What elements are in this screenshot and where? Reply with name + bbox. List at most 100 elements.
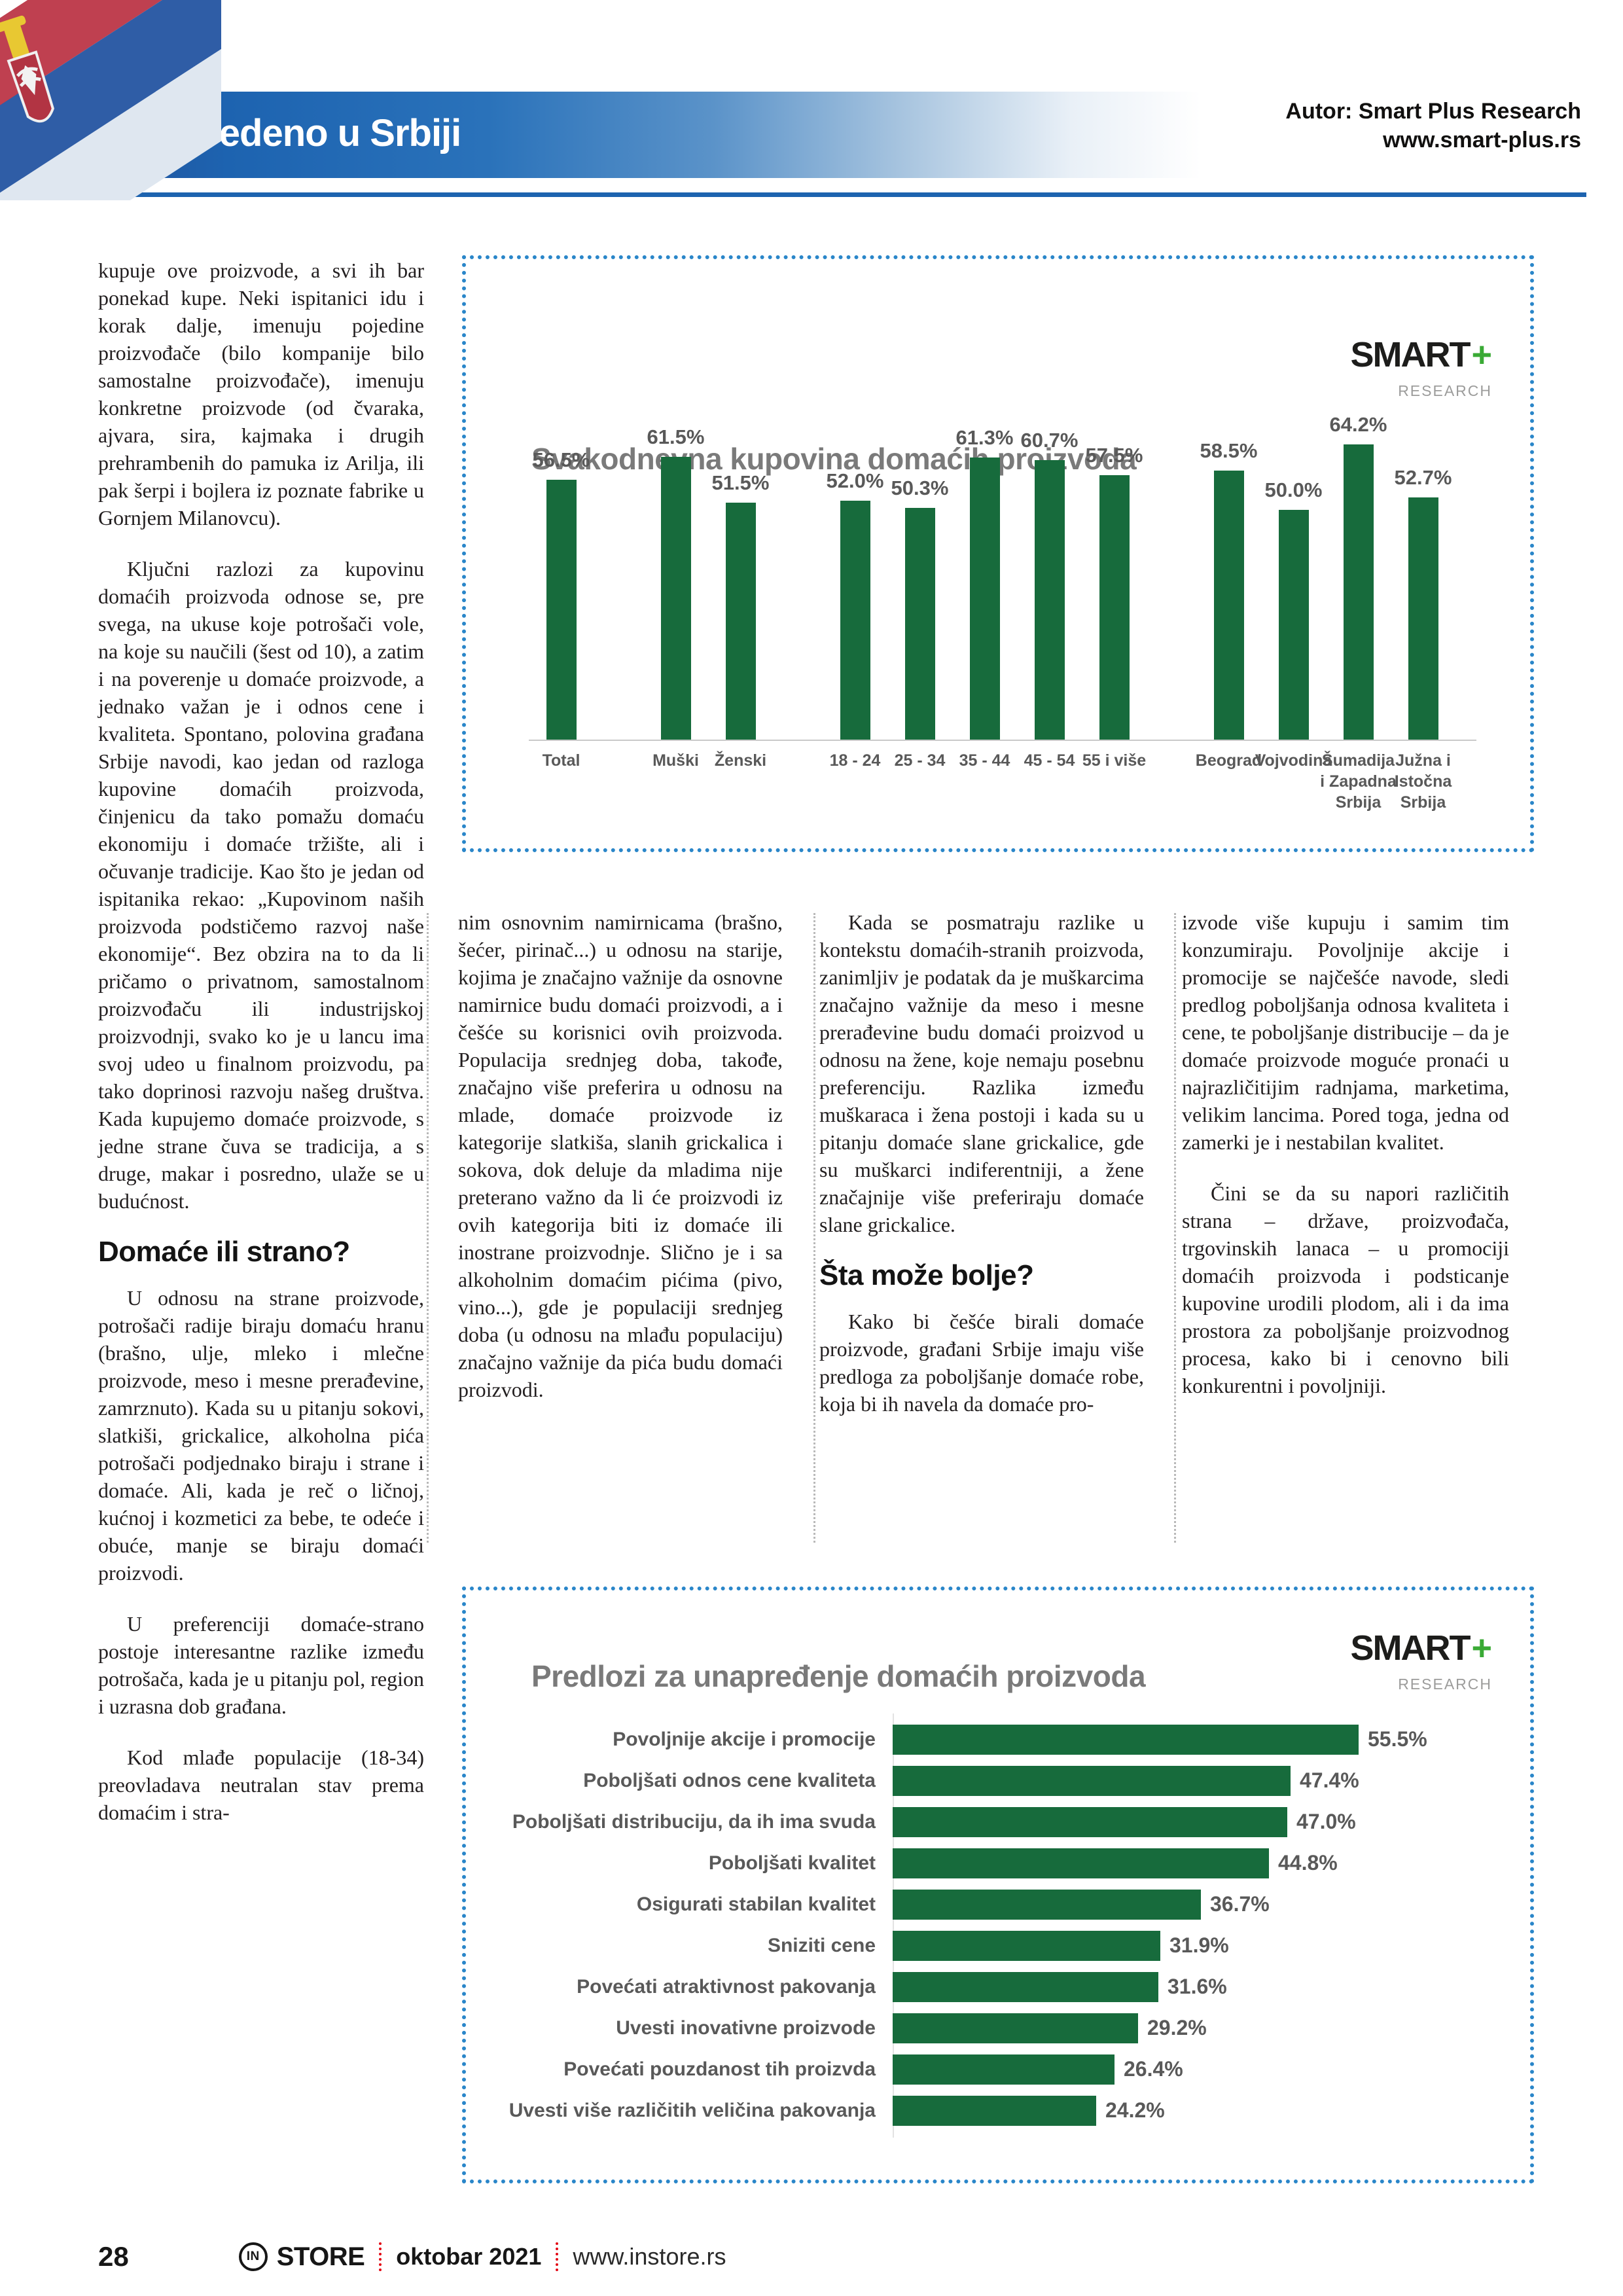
section-heading: Domaće ili strano? bbox=[98, 1236, 350, 1268]
logo-text-smart: SMART bbox=[1350, 1628, 1471, 1668]
article-column-4: izvode više kupuju i samim tim konzumira… bbox=[1182, 908, 1509, 1423]
bar-category-label: 35 - 44 bbox=[959, 751, 1010, 770]
paragraph: nim osnovnim namirnicama (brašno, šećer,… bbox=[458, 910, 783, 1401]
chart2-bar bbox=[893, 1724, 1359, 1755]
chart2-bar-row: Poboljšati odnos cene kvaliteta 47.4% bbox=[500, 1760, 1501, 1801]
header-banner: proizvedeno u Srbiji bbox=[0, 92, 1623, 178]
bar-category-label: 25 - 34 bbox=[894, 751, 946, 770]
bar-category-label: Ženski bbox=[714, 751, 767, 770]
serbia-flag-image bbox=[0, 0, 296, 278]
smart-plus-research-logo: SMART+ RESEARCH bbox=[1350, 337, 1492, 400]
bar-value-label: 44.8% bbox=[1278, 1851, 1338, 1874]
chart1-bar bbox=[546, 480, 577, 740]
chart2-bar bbox=[893, 2013, 1138, 2043]
bar-value-label: 24.2% bbox=[1105, 2098, 1165, 2122]
bar-value-label: 50.3% bbox=[891, 476, 949, 499]
bar-category-label: Poboljšati odnos cene kvaliteta bbox=[583, 1769, 876, 1791]
chart2-bar bbox=[893, 1971, 1158, 2002]
chart1-bar-slot: 61.3% 35 - 44 bbox=[952, 419, 1017, 770]
chart1-bar bbox=[1408, 497, 1438, 740]
logo-text-research: RESEARCH bbox=[1398, 1676, 1492, 1693]
bar-category-label: Uvesti inovativne proizvode bbox=[616, 2017, 876, 2039]
magazine-website: www.instore.rs bbox=[573, 2243, 726, 2270]
chart2-bar bbox=[893, 1806, 1287, 1837]
column-separator bbox=[427, 913, 429, 1543]
chart1-bar-slot: 50.0% Vojvodina bbox=[1255, 419, 1332, 770]
bar-category-label: Povoljnije akcije i promocije bbox=[613, 1728, 876, 1750]
chart1-bar bbox=[1343, 444, 1374, 740]
chart2-bar bbox=[893, 2054, 1115, 2085]
chart1-plot-area: 56.5% Total 61.5% Muški 51.5% Ženski 52.0% 18 -… bbox=[529, 413, 1476, 812]
chart2-bar-row: Poboljšati kvalitet 44.8% bbox=[500, 1842, 1501, 1884]
chart1-bar bbox=[1278, 510, 1309, 740]
logo-plus-icon: + bbox=[1471, 1628, 1492, 1668]
author-block: Autor: Smart Plus Research www.smart-plu… bbox=[1285, 97, 1581, 154]
column-separator bbox=[813, 913, 815, 1543]
bar-value-label: 47.0% bbox=[1296, 1810, 1356, 1833]
chart1-bar bbox=[660, 457, 691, 740]
chart-panel-daily-purchase: SMART+ RESEARCH Svakodnevna kupovina dom… bbox=[462, 255, 1534, 852]
bar-category-label: 18 - 24 bbox=[829, 751, 881, 770]
bar-category-label: Total bbox=[542, 751, 580, 770]
bar-value-label: 56.5% bbox=[532, 448, 590, 471]
bar-value-label: 60.7% bbox=[1020, 429, 1079, 452]
smart-plus-research-logo: SMART+ RESEARCH bbox=[1350, 1628, 1492, 1693]
chart2-bar-row: Povećati atraktivnost pakovanja 31.6% bbox=[500, 1966, 1501, 2007]
bar-category-label: 45 - 54 bbox=[1024, 751, 1075, 770]
bar-value-label: 52.0% bbox=[826, 469, 884, 492]
bar-category-label: Sniziti cene bbox=[767, 1934, 876, 1956]
bar-category-label: Vojvodina bbox=[1255, 751, 1332, 770]
chart2-title: Predlozi za unapređenje domaćih proizvod… bbox=[531, 1659, 1146, 1693]
chart1-bar-slot: 58.5% Beograd bbox=[1196, 419, 1262, 770]
bar-category-label: Poboljšati distribuciju, da ih ima svuda bbox=[512, 1810, 876, 1833]
page-number: 28 bbox=[98, 2241, 129, 2272]
chart2-plot-area: Povoljnije akcije i promocije 55.5% Pobolj… bbox=[500, 1719, 1501, 2131]
article-column-1: kupuje ove proizvode, a svi ih bar ponek… bbox=[98, 257, 424, 1850]
paragraph: kupuje ove proizvode, a svi ih bar ponek… bbox=[98, 259, 424, 529]
chart2-bar bbox=[893, 2095, 1096, 2126]
bar-value-label: 47.4% bbox=[1300, 1768, 1359, 1792]
paragraph: Ključni razlozi za kupovinu domaćih proi… bbox=[98, 557, 424, 1213]
bar-category-label: 55 i više bbox=[1082, 751, 1147, 770]
brand-name: STORE bbox=[276, 2242, 365, 2271]
chart1-bar-slot: 51.5% Ženski bbox=[708, 419, 773, 770]
chart1-bar bbox=[1213, 471, 1244, 740]
chart2-bar-row: Poboljšati distribuciju, da ih ima svuda… bbox=[500, 1801, 1501, 1842]
bar-category-label: Šumadija i Zapadna Srbija bbox=[1320, 751, 1397, 812]
chart2-bar bbox=[893, 1889, 1201, 1920]
chart1-bar bbox=[725, 503, 756, 740]
chart1-bar bbox=[904, 508, 935, 740]
bar-category-label: Povećati pouzdanost tih proizvda bbox=[563, 2058, 876, 2080]
paragraph: Kada se posmatraju razlike u kontekstu d… bbox=[819, 910, 1144, 1236]
chart2-bar-row: Povećati pouzdanost tih proizvda 26.4% bbox=[500, 2049, 1501, 2090]
bar-value-label: 61.5% bbox=[647, 425, 705, 448]
author-line: Autor: Smart Plus Research bbox=[1285, 99, 1581, 124]
chart1-bar bbox=[840, 501, 870, 740]
chart-panel-improvement-suggestions: SMART+ RESEARCH Predlozi za unapređenje … bbox=[462, 1587, 1534, 2183]
article-column-3: Kada se posmatraju razlike u kontekstu d… bbox=[819, 908, 1144, 1441]
bar-value-label: 31.6% bbox=[1168, 1975, 1227, 1998]
chart1-bar-slot: 52.7% Južna i Istočna Srbija bbox=[1391, 419, 1455, 812]
header-divider bbox=[37, 192, 1586, 197]
bar-value-label: 29.2% bbox=[1147, 2016, 1207, 2039]
bar-category-label: Poboljšati kvalitet bbox=[708, 1852, 876, 1874]
bar-value-label: 52.7% bbox=[1394, 466, 1452, 489]
paragraph: Čini se da su napori različitih strana –… bbox=[1182, 1181, 1509, 1397]
chart1-bar-group: 52.0% 18 - 24 50.3% 25 - 34 61.3% 35 - 44 60.7… bbox=[823, 419, 1147, 770]
chart1-bar bbox=[1099, 475, 1130, 740]
bar-category-label: Uvesti više različitih veličina pakovanj… bbox=[508, 2099, 876, 2121]
chart1-bar-group: 61.5% Muški 51.5% Ženski bbox=[643, 419, 773, 770]
logo-text-research: RESEARCH bbox=[1398, 382, 1492, 399]
bar-value-label: 57.5% bbox=[1085, 444, 1143, 467]
chart1-bar-slot: 57.5% 55 i više bbox=[1082, 419, 1147, 770]
magazine-brand: IN STORE bbox=[238, 2242, 365, 2272]
bar-value-label: 58.5% bbox=[1200, 439, 1258, 462]
bar-category-label: Muški bbox=[652, 751, 699, 770]
chart2-axis-line bbox=[893, 1713, 894, 2138]
chart1-bar-slot: 64.2% Šumadija i Zapadna Srbija bbox=[1320, 413, 1397, 812]
chart2-bar-row: Uvesti inovativne proizvode 29.2% bbox=[500, 2007, 1501, 2049]
bar-value-label: 31.9% bbox=[1169, 1933, 1229, 1957]
section-heading: Šta može bolje? bbox=[819, 1259, 1034, 1291]
bar-category-label: Beograd bbox=[1195, 751, 1262, 770]
page-footer: 28 IN STORE oktobar 2021 www.instore.rs bbox=[98, 2238, 726, 2275]
